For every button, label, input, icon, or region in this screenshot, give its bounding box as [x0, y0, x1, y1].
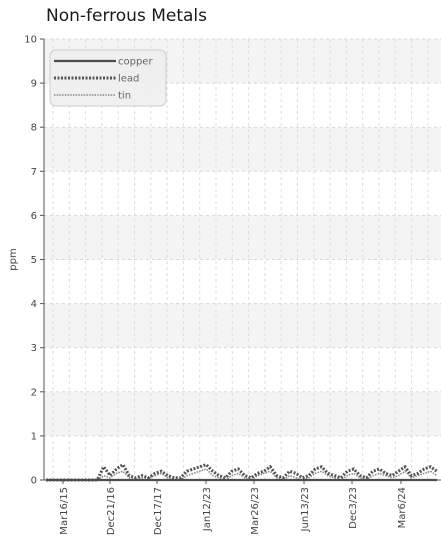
y-tick-label: 10 [24, 35, 37, 46]
y-tick-label: 0 [31, 476, 37, 487]
y-tick-label: 2 [31, 387, 37, 398]
y-tick-label: 1 [31, 431, 37, 442]
series-line-tin [46, 468, 438, 481]
x-tick-label: Mar16/15 [59, 487, 70, 535]
x-tick-label: Jan12/23 [202, 487, 213, 532]
grid-band [44, 391, 441, 436]
grid-band [44, 215, 441, 260]
y-tick-label: 7 [31, 167, 37, 178]
x-tick-label: Jun13/23 [300, 487, 311, 532]
x-tick-label: Mar6/24 [397, 487, 408, 528]
x-tick-label: Dec17/17 [153, 487, 164, 535]
grid-band [44, 127, 441, 172]
legend-label-tin: tin [118, 91, 131, 102]
x-tick-label: Dec21/16 [106, 487, 117, 535]
series-line-lead [46, 462, 438, 482]
grid-band [44, 303, 441, 348]
y-tick-label: 9 [31, 79, 37, 90]
y-tick-label: 8 [31, 123, 37, 134]
y-axis-title: ppm [8, 248, 19, 270]
chart-title: Non-ferrous Metals [46, 6, 208, 26]
legend-label-copper: copper [118, 57, 153, 68]
y-tick-label: 5 [31, 255, 37, 266]
x-tick-label: Mar26/23 [250, 487, 261, 535]
y-tick-label: 3 [31, 343, 37, 354]
legend-label-lead: lead [118, 74, 139, 85]
y-tick-label: 6 [31, 211, 37, 222]
x-tick-label: Dec3/23 [348, 487, 359, 529]
y-tick-label: 4 [31, 299, 37, 310]
